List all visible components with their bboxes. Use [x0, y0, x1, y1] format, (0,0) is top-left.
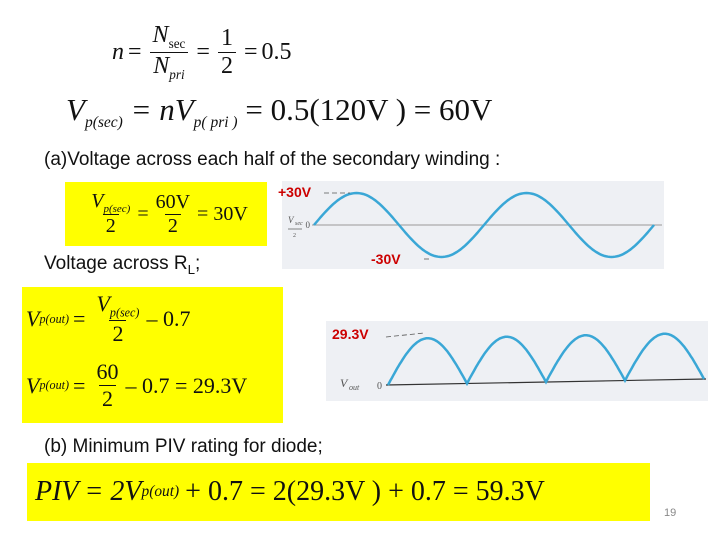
eq1-frac-half: 1 2	[217, 25, 236, 80]
axis-label-vout: V	[340, 376, 349, 390]
sine-wave-svg: 0 V sec 2	[288, 191, 662, 260]
equation-half-secondary: Vp(sec) 2 = 60V 2 = 30V	[65, 182, 267, 246]
equation-secondary-voltage: Vp(sec) = nVp( pri ) = 0.5(120V ) = 60V	[66, 92, 493, 131]
plot-secondary-sine: 0 V sec 2	[282, 181, 664, 269]
equation-piv: PIV = 2V p(out) + 0.7 = 2(29.3V ) + 0.7 =…	[27, 463, 650, 521]
plot-rectified-output: V out 0	[326, 321, 708, 401]
svg-text:sec: sec	[295, 221, 303, 227]
page-number: 19	[664, 507, 677, 519]
svg-text:out: out	[349, 383, 360, 392]
equation-turns-ratio: n = Nsec Npri = 1 2 = 0.5	[112, 22, 292, 83]
trace-label-vsec: V	[288, 215, 295, 225]
rectified-wave-svg: V out 0	[340, 332, 707, 392]
axis-zero-label: 0	[306, 220, 311, 230]
eq1-result: 0.5	[261, 38, 292, 65]
heading-part-a: (a)Voltage across each half of the secon…	[44, 149, 501, 170]
eq1-n: n	[112, 38, 124, 65]
rectified-trace	[386, 332, 706, 387]
sine-trace	[313, 191, 655, 259]
axis-zero-label: 0	[377, 381, 382, 392]
eq1-frac-n: Nsec Npri	[150, 22, 189, 83]
label-minus-30v: -30V	[371, 251, 401, 267]
label-plus-30v: +30V	[278, 184, 312, 200]
label-29-3v: 29.3V	[332, 326, 369, 342]
heading-part-b: (b) Minimum PIV rating for diode;	[44, 436, 323, 457]
svg-text:2: 2	[293, 233, 296, 239]
eq2-result: = 0.5(120V ) = 60V	[245, 92, 493, 127]
label-voltage-across-rl: Voltage across RL;	[44, 253, 201, 277]
